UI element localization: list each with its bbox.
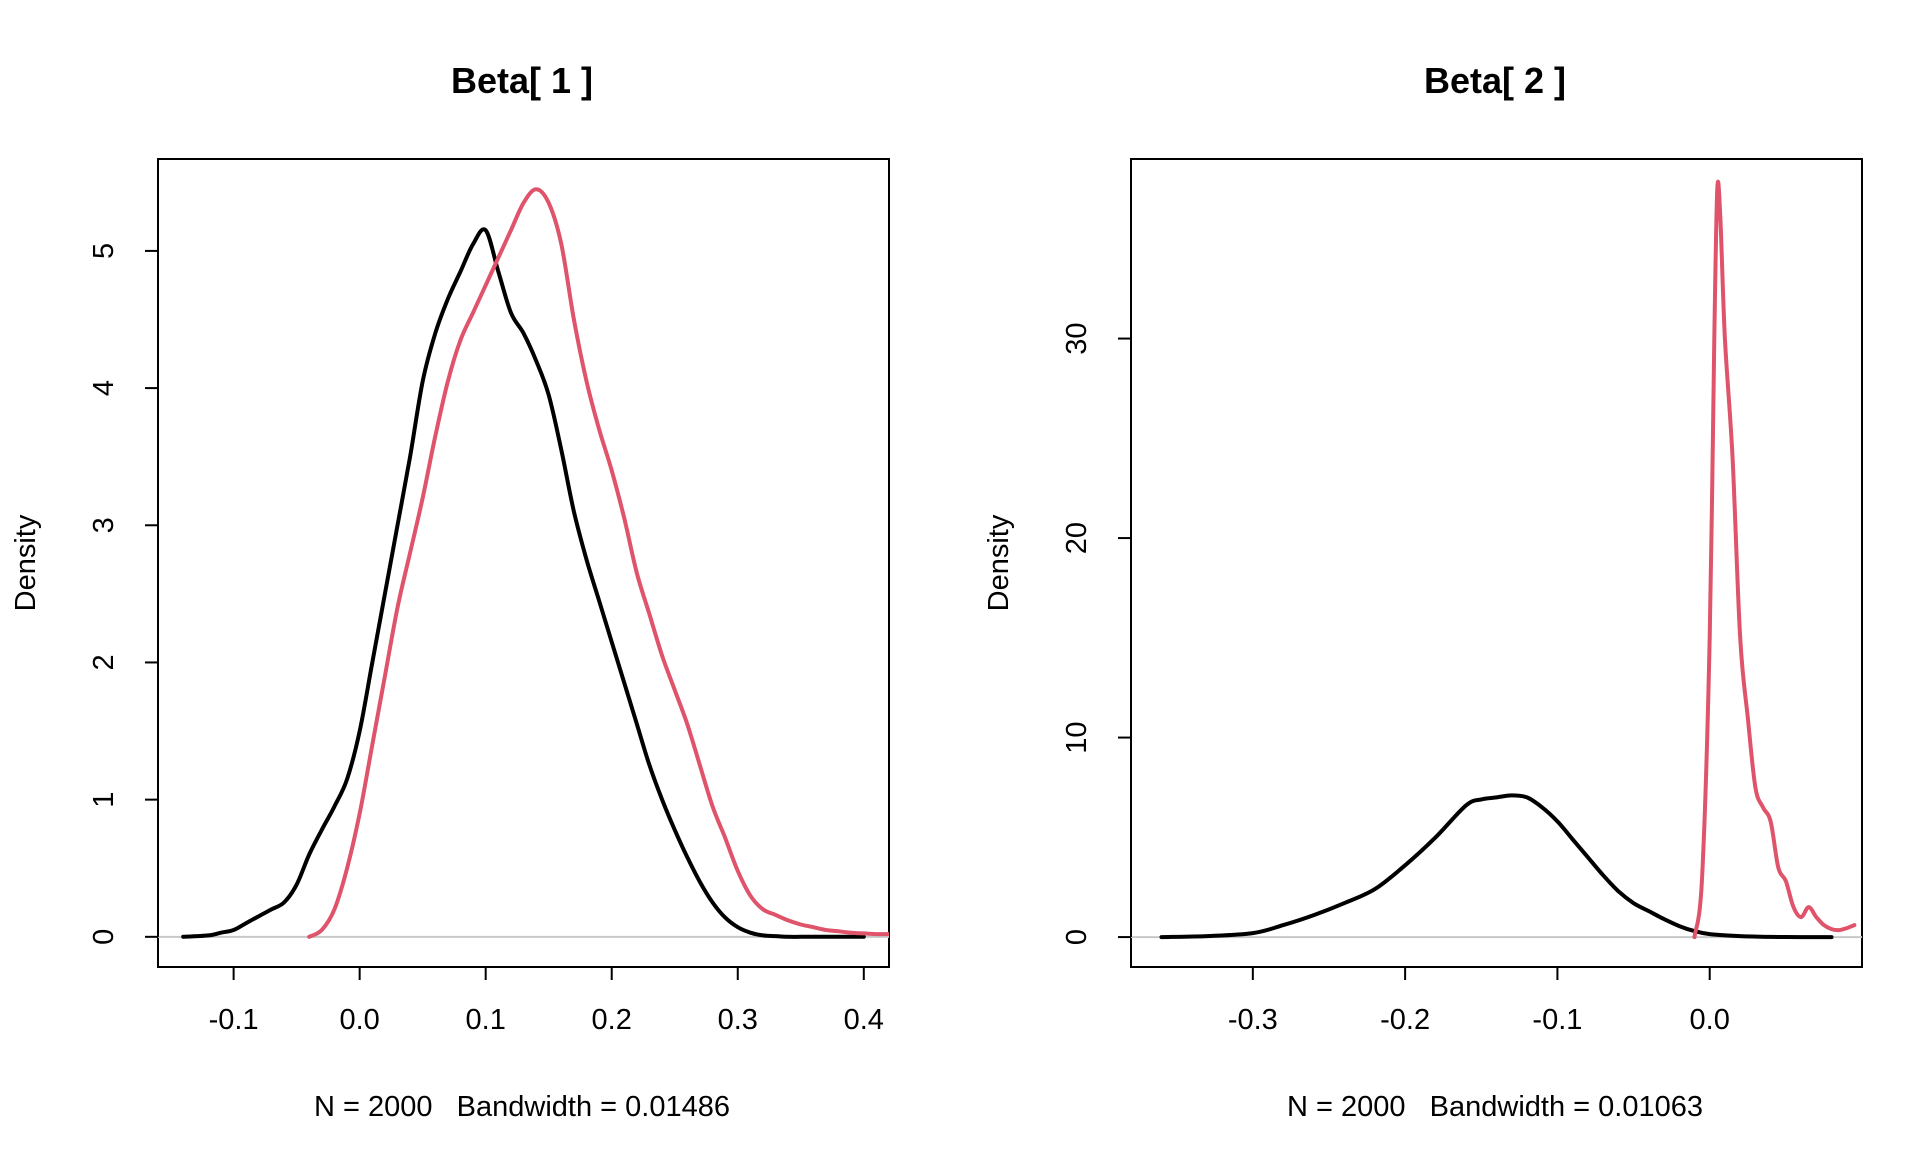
y-tick-label: 2	[88, 654, 120, 670]
chart-title: Beta[ 2 ]	[1424, 60, 1566, 101]
y-tick-label: 1	[88, 792, 120, 808]
panel-beta-1: Beta[ 1 ] -0.1 0.0 0.1 0.2 0.3 0.4 0 1 2 3 4 5 N =…	[10, 60, 890, 1123]
x-axis: -0.3 -0.2 -0.1 0.0	[1228, 966, 1730, 1036]
x-tick-label: 0.0	[1690, 1004, 1730, 1036]
y-tick-label: 5	[88, 243, 120, 259]
y-tick-label: 10	[1061, 721, 1093, 753]
y-axis: 0 1 2 3 4 5	[88, 243, 159, 945]
x-axis: -0.1 0.0 0.1 0.2 0.3 0.4	[209, 966, 884, 1036]
y-tick-label: 3	[88, 517, 120, 533]
chart-title: Beta[ 1 ]	[451, 60, 593, 101]
x-tick-label: -0.1	[1532, 1004, 1582, 1036]
x-tick-label: -0.2	[1380, 1004, 1430, 1036]
y-tick-label: 0	[88, 929, 120, 945]
x-tick-label: -0.1	[209, 1004, 259, 1036]
x-tick-label: 0.1	[466, 1004, 506, 1036]
x-tick-label: 0.2	[592, 1004, 632, 1036]
y-tick-label: 0	[1061, 929, 1093, 945]
density-curve-2	[1692, 179, 1857, 940]
density-curve-1	[1159, 793, 1834, 940]
panel-beta-2: Beta[ 2 ] -0.3 -0.2 -0.1 0.0 0 10 20 30 N = 20…	[983, 60, 1863, 1123]
y-tick-label: 4	[88, 380, 120, 396]
x-tick-label: 0.3	[718, 1004, 758, 1036]
density-curve-2	[307, 187, 889, 939]
x-tick-label: -0.3	[1228, 1004, 1278, 1036]
y-axis-label: Density	[983, 514, 1015, 611]
plot-frame	[157, 158, 890, 968]
y-tick-label: 30	[1061, 322, 1093, 354]
y-axis-label: Density	[10, 514, 42, 611]
x-tick-label: 0.4	[844, 1004, 884, 1036]
density-curves	[1159, 179, 1857, 940]
x-tick-label: 0.0	[339, 1004, 379, 1036]
plot-frame	[1130, 158, 1863, 968]
x-axis-label: N = 2000 Bandwidth = 0.01063	[1287, 1091, 1703, 1123]
y-tick-label: 20	[1061, 522, 1093, 554]
x-axis-label: N = 2000 Bandwidth = 0.01486	[314, 1091, 730, 1123]
y-axis: 0 10 20 30	[1061, 322, 1132, 945]
density-curve-1	[181, 227, 866, 939]
density-curves	[181, 187, 889, 939]
